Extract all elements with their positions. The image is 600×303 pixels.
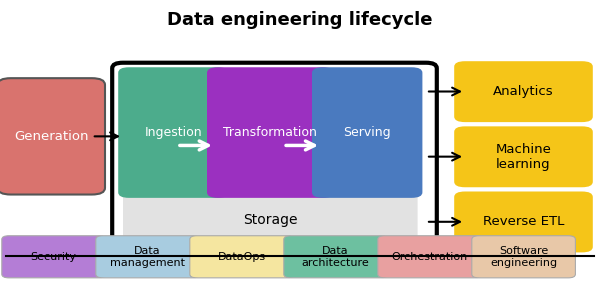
FancyBboxPatch shape — [118, 67, 229, 198]
Text: Data
architecture: Data architecture — [302, 246, 370, 268]
FancyBboxPatch shape — [454, 191, 593, 252]
Text: Security: Security — [31, 252, 77, 262]
Text: Analytics: Analytics — [493, 85, 554, 98]
FancyBboxPatch shape — [112, 63, 437, 254]
FancyBboxPatch shape — [2, 236, 106, 278]
FancyBboxPatch shape — [454, 61, 593, 122]
Text: Undercurrents:: Undercurrents: — [243, 258, 357, 271]
Text: Data
management: Data management — [110, 246, 185, 268]
Text: Machine
learning: Machine learning — [496, 143, 551, 171]
FancyBboxPatch shape — [312, 67, 422, 198]
Text: Serving: Serving — [343, 126, 391, 139]
FancyBboxPatch shape — [378, 236, 481, 278]
FancyBboxPatch shape — [472, 236, 575, 278]
Text: Reverse ETL: Reverse ETL — [483, 215, 564, 228]
Text: Transformation: Transformation — [223, 126, 317, 139]
Text: DataOps: DataOps — [218, 252, 266, 262]
FancyBboxPatch shape — [284, 236, 388, 278]
Text: Software
engineering: Software engineering — [490, 246, 557, 268]
FancyBboxPatch shape — [96, 236, 199, 278]
Text: Ingestion: Ingestion — [145, 126, 202, 139]
Text: Orchestration: Orchestration — [391, 252, 468, 262]
Text: Data engineering lifecycle: Data engineering lifecycle — [167, 11, 433, 28]
FancyBboxPatch shape — [207, 67, 334, 198]
FancyBboxPatch shape — [454, 126, 593, 187]
FancyBboxPatch shape — [190, 236, 293, 278]
FancyBboxPatch shape — [123, 192, 418, 248]
Text: Generation: Generation — [14, 130, 89, 143]
Text: Storage: Storage — [243, 213, 298, 228]
FancyBboxPatch shape — [0, 78, 105, 195]
